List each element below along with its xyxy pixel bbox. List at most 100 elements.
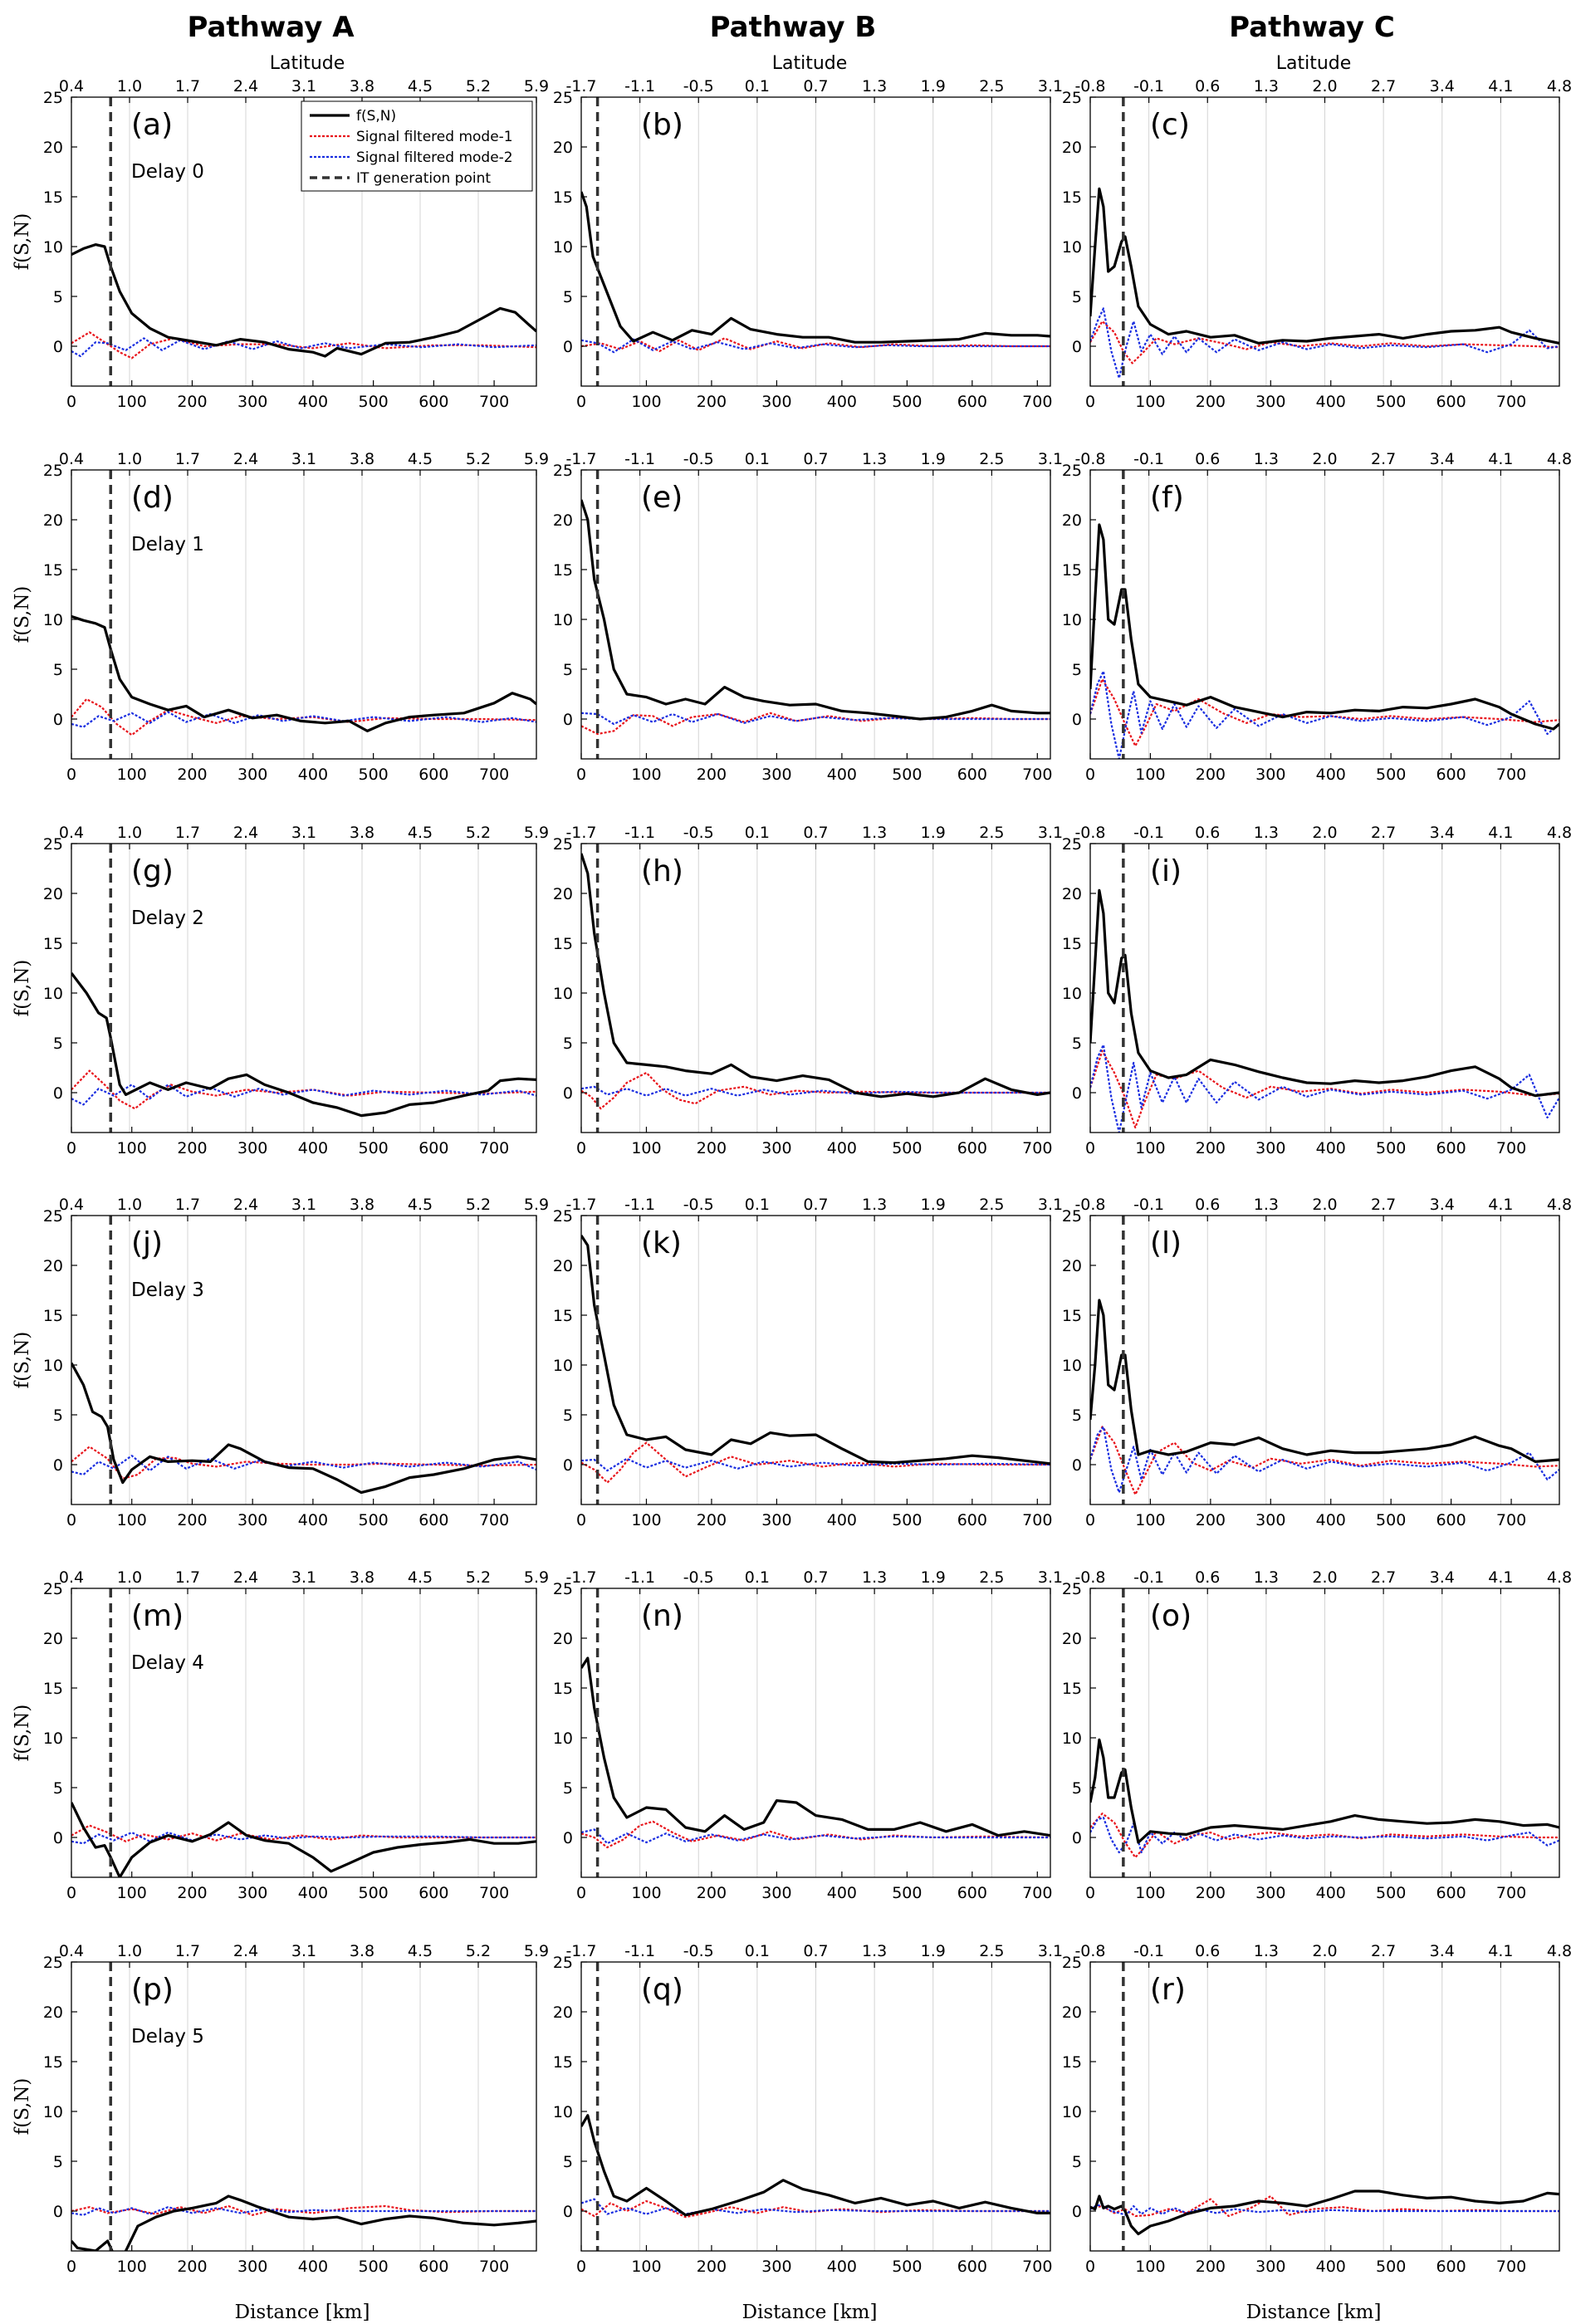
y-tick-label: 15 (553, 561, 573, 580)
mode2-series-line (71, 2206, 536, 2216)
x-tick-label: 100 (117, 1884, 147, 1902)
y-tick-label: 0 (563, 1084, 573, 1103)
latitude-tick-label: 4.5 (408, 1196, 433, 1214)
latitude-tick-label: -1.1 (624, 824, 655, 842)
y-tick-label: 0 (53, 1829, 63, 1847)
y-tick-label: 25 (1062, 835, 1082, 854)
y-axis-label: f(S,N) (12, 1705, 33, 1762)
latitude-tick-label: -0.8 (1074, 450, 1105, 468)
x-tick-label: 400 (827, 1884, 857, 1902)
fsn-series-line (71, 614, 536, 733)
x-tick-label: 400 (827, 393, 857, 411)
x-tick-label: 300 (761, 2258, 791, 2276)
latitude-tick-label: 1.9 (921, 450, 946, 468)
y-tick-label: 20 (43, 1630, 63, 1648)
latitude-tick-label: 2.4 (233, 450, 258, 468)
latitude-tick-label: 2.4 (233, 1196, 258, 1214)
y-tick-label: 0 (563, 2203, 573, 2221)
y-tick-label: 15 (43, 1680, 63, 1698)
column-heading-a: Pathway A (187, 11, 355, 44)
latitude-tick-label: 3.4 (1430, 824, 1455, 842)
y-tick-label: 5 (563, 1407, 573, 1425)
y-tick-label: 25 (1062, 462, 1082, 480)
y-tick-label: 20 (553, 511, 573, 530)
x-tick-label: 500 (892, 1511, 922, 1529)
plot-data (581, 97, 1050, 386)
column-heading-c: Pathway C (1229, 11, 1395, 44)
y-tick-label: 25 (1062, 1954, 1082, 1972)
y-tick-label: 25 (43, 1207, 63, 1226)
x-tick-label: 400 (1316, 1511, 1346, 1529)
fsn-series-line (581, 2114, 1050, 2217)
latitude-tick-label: 0.6 (1195, 450, 1220, 468)
x-tick-label: 500 (892, 2258, 922, 2276)
fsn-series-line (1090, 187, 1559, 345)
legend-entry: IT generation point (356, 170, 491, 187)
delay-label: Delay 3 (131, 1279, 204, 1301)
latitude-tick-label: 0.1 (745, 450, 770, 468)
fsn-series-line (71, 1802, 536, 1877)
plot-data (1090, 1962, 1559, 2251)
x-tick-label: 400 (1316, 393, 1346, 411)
y-tick-label: 25 (553, 1207, 573, 1226)
x-tick-label: 600 (957, 1884, 987, 1902)
y-tick-label: 20 (1062, 1257, 1082, 1275)
x-tick-label: 600 (1436, 2258, 1466, 2276)
y-axis-label: f(S,N) (12, 586, 33, 643)
latitude-tick-label: 3.8 (350, 77, 374, 95)
plot-data (71, 844, 536, 1133)
y-tick-label: 20 (43, 1257, 63, 1275)
x-tick-label: 500 (1376, 2258, 1406, 2276)
fsn-series-line (581, 853, 1050, 1098)
x-tick-label: 600 (957, 1139, 987, 1157)
panel-k: 0 5 10 15 20 25 0 100 200 300 400 500 600 700 -1.7 -1.1… (553, 1196, 1063, 1529)
x-tick-label: 100 (117, 766, 147, 784)
x-tick-label: 300 (761, 1511, 791, 1529)
y-tick-label: 10 (1062, 1730, 1082, 1748)
x-tick-label: 100 (1135, 1139, 1165, 1157)
y-tick-label: 0 (563, 1456, 573, 1475)
y-tick-label: 15 (553, 1680, 573, 1698)
latitude-tick-label: 3.1 (1038, 77, 1063, 95)
fsn-series-line (1090, 523, 1559, 731)
y-tick-label: 0 (1072, 1456, 1082, 1475)
x-tick-label: 600 (957, 1511, 987, 1529)
y-tick-label: 15 (43, 1307, 63, 1325)
latitude-tick-label: 0.7 (803, 450, 828, 468)
plot-data (71, 97, 536, 386)
latitude-tick-label: -0.1 (1133, 1568, 1164, 1587)
latitude-tick-label: 4.1 (1488, 1196, 1513, 1214)
latitude-tick-label: 2.0 (1312, 1196, 1337, 1214)
y-tick-label: 25 (1062, 1207, 1082, 1226)
y-tick-label: 5 (563, 1779, 573, 1798)
latitude-tick-label: 1.9 (921, 1942, 946, 1960)
latitude-tick-label: -0.8 (1074, 77, 1105, 95)
latitude-tick-label: 0.7 (803, 1942, 828, 1960)
delay-label: Delay 1 (131, 534, 204, 555)
y-tick-label: 10 (1062, 2103, 1082, 2121)
panel-label: (l) (1150, 1226, 1182, 1260)
latitude-tick-label: 4.1 (1488, 1568, 1513, 1587)
y-tick-label: 5 (563, 1035, 573, 1053)
latitude-tick-label: 1.0 (117, 1942, 142, 1960)
latitude-tick-label: -0.8 (1074, 1196, 1105, 1214)
y-tick-label: 20 (1062, 885, 1082, 903)
panel-p: 0 5 10 15 20 25 f(S,N) 0 100 200 300 400 500 600 700 0.… (12, 1942, 549, 2276)
latitude-tick-label: 2.7 (1371, 77, 1396, 95)
mode1-series-line (1090, 1426, 1559, 1496)
x-tick-label: 200 (177, 393, 207, 411)
bottom-xlabel-a: Distance [km] (235, 2302, 370, 2323)
panel-label: (f) (1150, 481, 1184, 515)
x-tick-label: 200 (177, 2258, 207, 2276)
latitude-tick-label: 3.8 (350, 824, 374, 842)
bottom-xlabel-b: Distance [km] (742, 2302, 878, 2323)
x-tick-label: 700 (1496, 1139, 1526, 1157)
top-xlabel-c: Latitude (1276, 53, 1352, 74)
latitude-tick-label: 4.8 (1547, 1196, 1571, 1214)
x-tick-label: 700 (1496, 393, 1526, 411)
mode2-series-line (581, 2198, 1050, 2215)
panel-o: 0 5 10 15 20 25 0 100 200 300 400 500 600 700 -0.8 -0.1… (1062, 1568, 1571, 1902)
x-tick-label: 400 (1316, 1139, 1346, 1157)
panel-label: (b) (641, 108, 683, 142)
